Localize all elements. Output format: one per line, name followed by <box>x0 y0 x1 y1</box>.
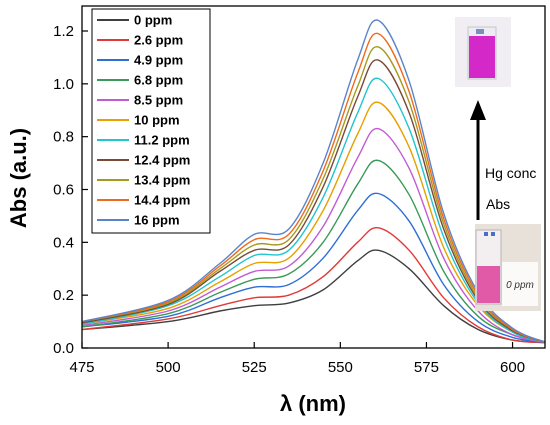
vial-photo-top <box>455 17 511 87</box>
axis-ticks: 475 500 525 550 575 600 0.0 0.2 0.4 0.6 0.8 1.0 1.2 <box>53 23 525 376</box>
legend-label: 11.2 ppm <box>134 133 190 148</box>
concentration-arrow <box>470 100 486 220</box>
legend-label: 2.6 ppm <box>134 33 183 48</box>
y-tick-label: 1.2 <box>53 23 74 40</box>
vial-photo-bottom: 0 ppm <box>475 224 541 311</box>
y-tick-label: 0.4 <box>53 234 74 251</box>
series-line-3 <box>82 192 545 344</box>
y-tick-label: 0.6 <box>53 182 74 199</box>
series-line-8 <box>82 59 545 343</box>
photo-label: 0 ppm <box>506 280 534 291</box>
plot-frame <box>81 5 546 349</box>
legend-label: 0 ppm <box>134 13 172 28</box>
x-tick-label: 525 <box>242 359 267 376</box>
legend-label: 14.4 ppm <box>134 193 190 208</box>
y-tick-label: 0.2 <box>53 287 74 304</box>
legend-label: 10 ppm <box>134 113 180 128</box>
x-tick-label: 600 <box>500 359 525 376</box>
legend-label: 16 ppm <box>134 213 180 228</box>
y-tick-label: 1.0 <box>53 76 74 93</box>
legend-label: 6.8 ppm <box>134 73 183 88</box>
legend-label: 8.5 ppm <box>134 93 183 108</box>
series-lines <box>82 19 545 344</box>
vial-top-liquid <box>469 36 495 78</box>
series-line-9 <box>82 46 545 343</box>
legend-label: 4.9 ppm <box>134 53 183 68</box>
x-tick-label: 500 <box>156 359 181 376</box>
series-line-4 <box>82 159 545 344</box>
series-line-2 <box>82 227 545 344</box>
vial-bottom-liquid <box>477 266 500 303</box>
y-axis-title: Abs (a.u.) <box>6 128 31 228</box>
x-axis-title: λ (nm) <box>280 391 346 416</box>
arrow-label-hg-conc: Hg conc <box>485 165 536 181</box>
x-tick-label: 550 <box>328 359 353 376</box>
legend-label: 13.4 ppm <box>134 173 190 188</box>
legend: 0 ppm 2.6 ppm 4.9 ppm 6.8 ppm 8.5 ppm 10 ppm 1… <box>91 8 211 234</box>
x-tick-label: 575 <box>414 359 439 376</box>
series-line-11 <box>82 19 545 343</box>
y-tick-label: 0.0 <box>53 340 74 357</box>
x-tick-label: 475 <box>69 359 94 376</box>
y-tick-label: 0.8 <box>53 129 74 146</box>
series-line-1 <box>82 249 545 344</box>
legend-label: 12.4 ppm <box>134 153 190 168</box>
arrow-label-abs: Abs <box>486 196 510 212</box>
series-line-10 <box>82 32 545 343</box>
